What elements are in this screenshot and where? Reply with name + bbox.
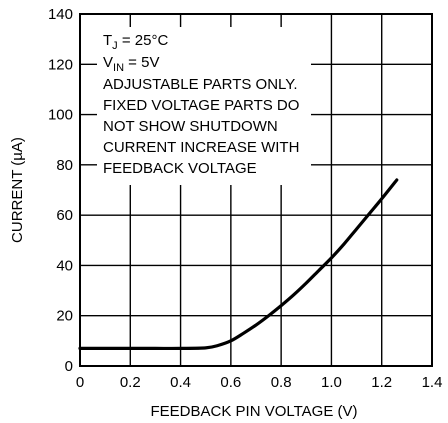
- annotation-note-5: FEEDBACK VOLTAGE: [103, 160, 257, 177]
- annotation-note-2: FIXED VOLTAGE PARTS DO: [103, 97, 299, 114]
- x-tick-label: 1.2: [371, 374, 392, 391]
- plot-frame: [79, 13, 433, 367]
- y-tick-label: 60: [56, 207, 73, 224]
- annotation-note-1: ADJUSTABLE PARTS ONLY.: [103, 76, 298, 93]
- y-tick-label: 140: [48, 6, 73, 23]
- x-tick-label: 1.0: [321, 374, 342, 391]
- y-tick-label: 20: [56, 308, 73, 325]
- x-tick-label: 0.6: [220, 374, 241, 391]
- annotation-note-4: CURRENT INCREASE WITH: [103, 139, 299, 156]
- annotation: TJ = 25°C VIN = 5V ADJUSTABLE PARTS ONLY…: [103, 32, 299, 177]
- series-line-current: [78, 178, 399, 351]
- x-tick-label: 0.4: [170, 374, 191, 391]
- y-tick-label: 120: [48, 56, 73, 73]
- annotation-background: [97, 27, 311, 185]
- y-tick-label: 0: [65, 358, 73, 375]
- x-tick-label: 1.4: [422, 374, 443, 391]
- y-axis-label: CURRENT (µA): [9, 137, 26, 243]
- annotation-note-3: NOT SHOW SHUTDOWN: [103, 118, 278, 135]
- annotation-line-vin: VIN = 5V: [103, 54, 159, 74]
- x-tick-labels: 0 0.2 0.4 0.6 0.8 1.0 1.2 1.4: [76, 374, 443, 391]
- y-tick-labels: 0 20 40 60 80 100 120 140: [48, 6, 73, 375]
- y-tick-label: 80: [56, 157, 73, 174]
- annotation-line-tj: TJ = 25°C: [103, 32, 168, 52]
- x-tick-label: 0.2: [120, 374, 141, 391]
- x-axis-label: FEEDBACK PIN VOLTAGE (V): [151, 403, 358, 420]
- x-tick-label: 0.8: [271, 374, 292, 391]
- y-tick-label: 100: [48, 107, 73, 124]
- y-tick-label: 40: [56, 257, 73, 274]
- x-tick-label: 0: [76, 374, 84, 391]
